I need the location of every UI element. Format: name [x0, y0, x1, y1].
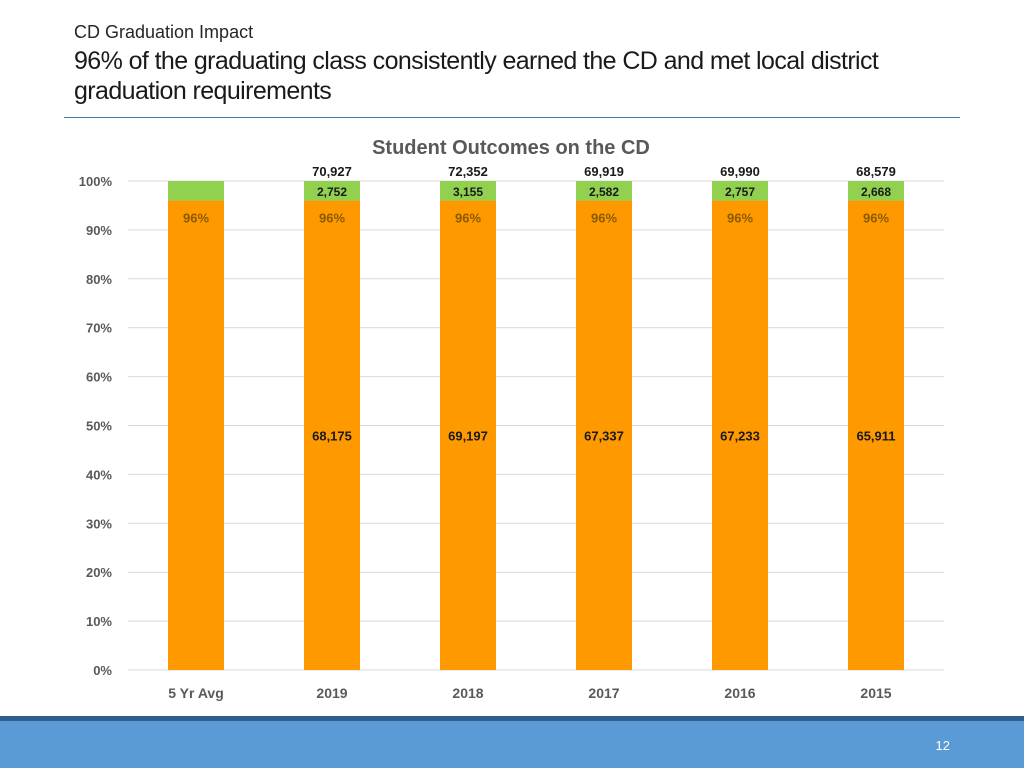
student-outcomes-chart: Student Outcomes on the CD 0% 10% 20% 30% 40…	[79, 137, 944, 701]
chart-title: Student Outcomes on the CD	[372, 137, 650, 159]
bar-segment-met	[576, 200, 632, 670]
data-label-percent: 96%	[591, 211, 617, 226]
bar-segment-other	[440, 181, 496, 201]
y-tick-label: 70%	[86, 321, 112, 336]
data-label-count-other: 2,757	[725, 185, 755, 199]
y-tick-label: 80%	[86, 272, 112, 287]
bar-segment-other	[304, 181, 360, 201]
y-tick-label: 90%	[86, 223, 112, 238]
data-label-count-met: 67,337	[584, 428, 624, 443]
x-tick-label: 2018	[452, 685, 483, 701]
x-tick-label: 2019	[316, 685, 347, 701]
y-tick-label: 100%	[79, 174, 113, 189]
y-tick-label: 30%	[86, 516, 112, 531]
header-divider	[64, 117, 960, 118]
data-label-count-other: 2,582	[589, 185, 619, 199]
bar-segment-other	[168, 181, 224, 201]
bar-segment-met	[440, 200, 496, 670]
data-label-percent: 96%	[863, 211, 889, 226]
y-tick-label: 0%	[93, 663, 112, 678]
bars-layer	[168, 181, 904, 670]
data-label-percent: 96%	[455, 211, 481, 226]
y-tick-label: 40%	[86, 467, 112, 482]
data-label-percent: 96%	[319, 211, 345, 226]
footer-line	[0, 716, 1024, 721]
page-number: 12	[935, 738, 950, 753]
x-tick-label: 2016	[724, 685, 755, 701]
x-tick-label: 2017	[588, 685, 619, 701]
slide-headline: 96% of the graduating class consistently…	[74, 47, 879, 105]
bar-segment-other	[712, 181, 768, 201]
data-label-count-met: 69,197	[448, 428, 488, 443]
data-label-total: 69,990	[720, 164, 760, 179]
bar-segment-met	[168, 200, 224, 670]
data-label-count-met: 68,175	[312, 428, 352, 443]
data-label-total: 69,919	[584, 164, 624, 179]
bar-segment-other	[848, 181, 904, 201]
data-label-count-met: 67,233	[720, 428, 760, 443]
bar-segment-met	[848, 200, 904, 670]
data-label-percent: 96%	[183, 211, 209, 226]
data-label-total: 68,579	[856, 164, 896, 179]
bar-segment-other	[576, 181, 632, 201]
data-label-percent: 96%	[727, 211, 753, 226]
data-label-count-other: 3,155	[453, 185, 483, 199]
x-tick-label: 5 Yr Avg	[168, 685, 224, 701]
grid-layer	[128, 180, 944, 671]
data-label-count-other: 2,752	[317, 185, 347, 199]
section-label: CD Graduation Impact	[74, 22, 254, 42]
data-label-total: 72,352	[448, 164, 488, 179]
footer-band	[0, 716, 1024, 768]
data-label-count-met: 65,911	[856, 428, 895, 443]
y-tick-label: 20%	[86, 565, 112, 580]
x-tick-label: 2015	[860, 685, 891, 701]
data-label-count-other: 2,668	[861, 185, 891, 199]
y-tick-label: 50%	[86, 419, 112, 434]
bar-segment-met	[712, 200, 768, 670]
labels-layer: 0% 10% 20% 30% 40% 50% 60% 70% 80% 90% 100% 5 Yr Av…	[79, 164, 896, 701]
y-tick-label: 60%	[86, 370, 112, 385]
data-label-total: 70,927	[312, 164, 352, 179]
bar-segment-met	[304, 200, 360, 670]
y-tick-label: 10%	[86, 614, 112, 629]
chart-container: Student Outcomes on the CD 0% 10% 20% 30% 40…	[0, 126, 1024, 716]
